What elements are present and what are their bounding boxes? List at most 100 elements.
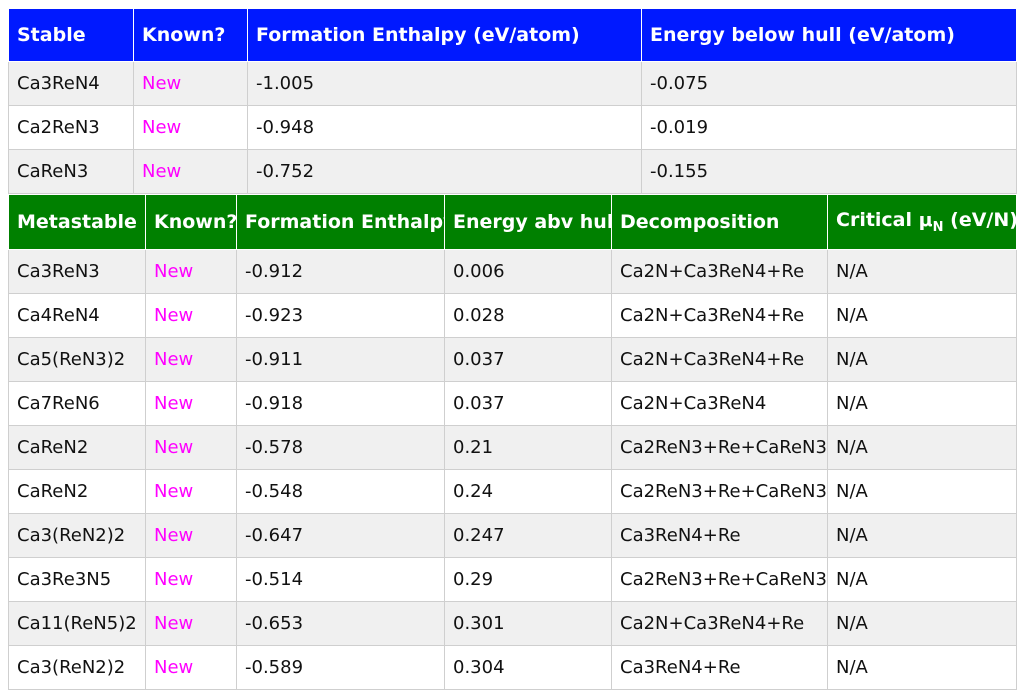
critical-mu-cell: N/A (827, 293, 1017, 338)
metastable-header-cell: Formation Enthalpy (236, 194, 445, 250)
decomposition-cell: Ca2ReN3+Re+CaReN3 (611, 557, 828, 602)
energy-hull-cell: 0.21 (444, 425, 612, 470)
energy-hull-cell: -0.075 (641, 61, 1017, 106)
critical-mu-cell: N/A (827, 557, 1017, 602)
known-cell: New (145, 249, 237, 294)
formation-enthalpy-cell: -0.948 (247, 105, 642, 150)
known-cell: New (145, 381, 237, 426)
critical-mu-cell: N/A (827, 381, 1017, 426)
compound-cell: Ca3Re3N5 (8, 557, 146, 602)
formation-enthalpy-cell: -0.653 (236, 601, 445, 646)
formation-enthalpy-cell: -0.548 (236, 469, 445, 514)
table-row: Ca2ReN3 New -0.948 -0.019 (8, 105, 1017, 150)
critical-mu-prefix: Critical μ (836, 209, 933, 232)
compound-cell: CaReN2 (8, 469, 146, 514)
compound-cell: Ca11(ReN5)2 (8, 601, 146, 646)
critical-mu-cell: N/A (827, 601, 1017, 646)
decomposition-cell: Ca3ReN4+Re (611, 645, 828, 690)
compound-cell: Ca4ReN4 (8, 293, 146, 338)
energy-hull-cell: 0.301 (444, 601, 612, 646)
critical-mu-sub: N (932, 219, 944, 235)
table-row: Ca4ReN4 New -0.923 0.028 Ca2N+Ca3ReN4+Re N/A (8, 293, 1017, 338)
decomposition-cell: Ca2N+Ca3ReN4+Re (611, 337, 828, 382)
critical-mu-header: Critical μN (eV/N) (827, 194, 1017, 250)
metastable-table: Metastable Known? Formation Enthalpy Ene… (8, 194, 1017, 690)
formation-enthalpy-cell: -0.752 (247, 149, 642, 194)
table-row: CaReN3 New -0.752 -0.155 (8, 149, 1017, 194)
known-cell: New (145, 601, 237, 646)
known-cell: New (133, 61, 248, 106)
table-row: Ca3ReN4 New -1.005 -0.075 (8, 61, 1017, 106)
energy-hull-cell: 0.304 (444, 645, 612, 690)
stable-table: Stable Known? Formation Enthalpy (eV/ato… (8, 8, 1017, 194)
critical-mu-cell: N/A (827, 469, 1017, 514)
metastable-header-row: Metastable Known? Formation Enthalpy Ene… (8, 194, 1017, 250)
energy-hull-cell: -0.155 (641, 149, 1017, 194)
compound-cell: CaReN3 (8, 149, 134, 194)
formation-enthalpy-cell: -0.589 (236, 645, 445, 690)
metastable-header-cell: Energy abv hull (444, 194, 612, 250)
table-row: Ca3ReN3 New -0.912 0.006 Ca2N+Ca3ReN4+Re N/A (8, 249, 1017, 294)
stable-header-cell: Known? (133, 8, 248, 62)
energy-hull-cell: 0.29 (444, 557, 612, 602)
decomposition-cell: Ca2N+Ca3ReN4+Re (611, 249, 828, 294)
decomposition-cell: Ca2ReN3+Re+CaReN3 (611, 425, 828, 470)
critical-mu-cell: N/A (827, 337, 1017, 382)
formation-enthalpy-cell: -0.923 (236, 293, 445, 338)
known-cell: New (145, 337, 237, 382)
decomposition-cell: Ca2N+Ca3ReN4+Re (611, 601, 828, 646)
table-row: CaReN2 New -0.548 0.24 Ca2ReN3+Re+CaReN3 N/A (8, 469, 1017, 514)
formation-enthalpy-cell: -0.578 (236, 425, 445, 470)
decomposition-cell: Ca2ReN3+Re+CaReN3 (611, 469, 828, 514)
critical-mu-cell: N/A (827, 645, 1017, 690)
table-row: CaReN2 New -0.578 0.21 Ca2ReN3+Re+CaReN3 N/A (8, 425, 1017, 470)
table-row: Ca11(ReN5)2 New -0.653 0.301 Ca2N+Ca3ReN4+Re… (8, 601, 1017, 646)
critical-mu-cell: N/A (827, 425, 1017, 470)
energy-hull-cell: -0.019 (641, 105, 1017, 150)
energy-hull-cell: 0.037 (444, 381, 612, 426)
formation-enthalpy-cell: -0.514 (236, 557, 445, 602)
energy-hull-cell: 0.247 (444, 513, 612, 558)
critical-mu-cell: N/A (827, 249, 1017, 294)
known-cell: New (145, 469, 237, 514)
compound-cell: Ca3(ReN2)2 (8, 513, 146, 558)
compound-cell: Ca3ReN4 (8, 61, 134, 106)
decomposition-cell: Ca2N+Ca3ReN4+Re (611, 293, 828, 338)
known-cell: New (145, 293, 237, 338)
table-row: Ca3(ReN2)2 New -0.647 0.247 Ca3ReN4+Re N/A (8, 513, 1017, 558)
formation-enthalpy-cell: -0.912 (236, 249, 445, 294)
known-cell: New (133, 149, 248, 194)
known-cell: New (145, 513, 237, 558)
compound-cell: Ca3(ReN2)2 (8, 645, 146, 690)
energy-hull-cell: 0.24 (444, 469, 612, 514)
compound-cell: Ca3ReN3 (8, 249, 146, 294)
formation-enthalpy-cell: -0.918 (236, 381, 445, 426)
known-cell: New (133, 105, 248, 150)
critical-mu-cell: N/A (827, 513, 1017, 558)
stable-header-cell: Formation Enthalpy (eV/atom) (247, 8, 642, 62)
metastable-header-cell: Known? (145, 194, 237, 250)
compound-cell: Ca7ReN6 (8, 381, 146, 426)
known-cell: New (145, 557, 237, 602)
stable-header-row: Stable Known? Formation Enthalpy (eV/ato… (8, 8, 1017, 62)
table-row: Ca5(ReN3)2 New -0.911 0.037 Ca2N+Ca3ReN4+Re N… (8, 337, 1017, 382)
compound-cell: Ca2ReN3 (8, 105, 134, 150)
formation-enthalpy-cell: -1.005 (247, 61, 642, 106)
table-row: Ca7ReN6 New -0.918 0.037 Ca2N+Ca3ReN4 N/A (8, 381, 1017, 426)
formation-enthalpy-cell: -0.647 (236, 513, 445, 558)
decomposition-cell: Ca2N+Ca3ReN4 (611, 381, 828, 426)
metastable-header-cell: Metastable (8, 194, 146, 250)
energy-hull-cell: 0.006 (444, 249, 612, 294)
compound-cell: Ca5(ReN3)2 (8, 337, 146, 382)
known-cell: New (145, 645, 237, 690)
decomposition-cell: Ca3ReN4+Re (611, 513, 828, 558)
energy-hull-cell: 0.037 (444, 337, 612, 382)
energy-hull-cell: 0.028 (444, 293, 612, 338)
metastable-header-cell: Decomposition (611, 194, 828, 250)
table-row: Ca3Re3N5 New -0.514 0.29 Ca2ReN3+Re+CaReN3 N/… (8, 557, 1017, 602)
stable-header-cell: Energy below hull (eV/atom) (641, 8, 1017, 62)
known-cell: New (145, 425, 237, 470)
stable-header-cell: Stable (8, 8, 134, 62)
critical-mu-suffix: (eV/N) (943, 209, 1017, 232)
compound-cell: CaReN2 (8, 425, 146, 470)
